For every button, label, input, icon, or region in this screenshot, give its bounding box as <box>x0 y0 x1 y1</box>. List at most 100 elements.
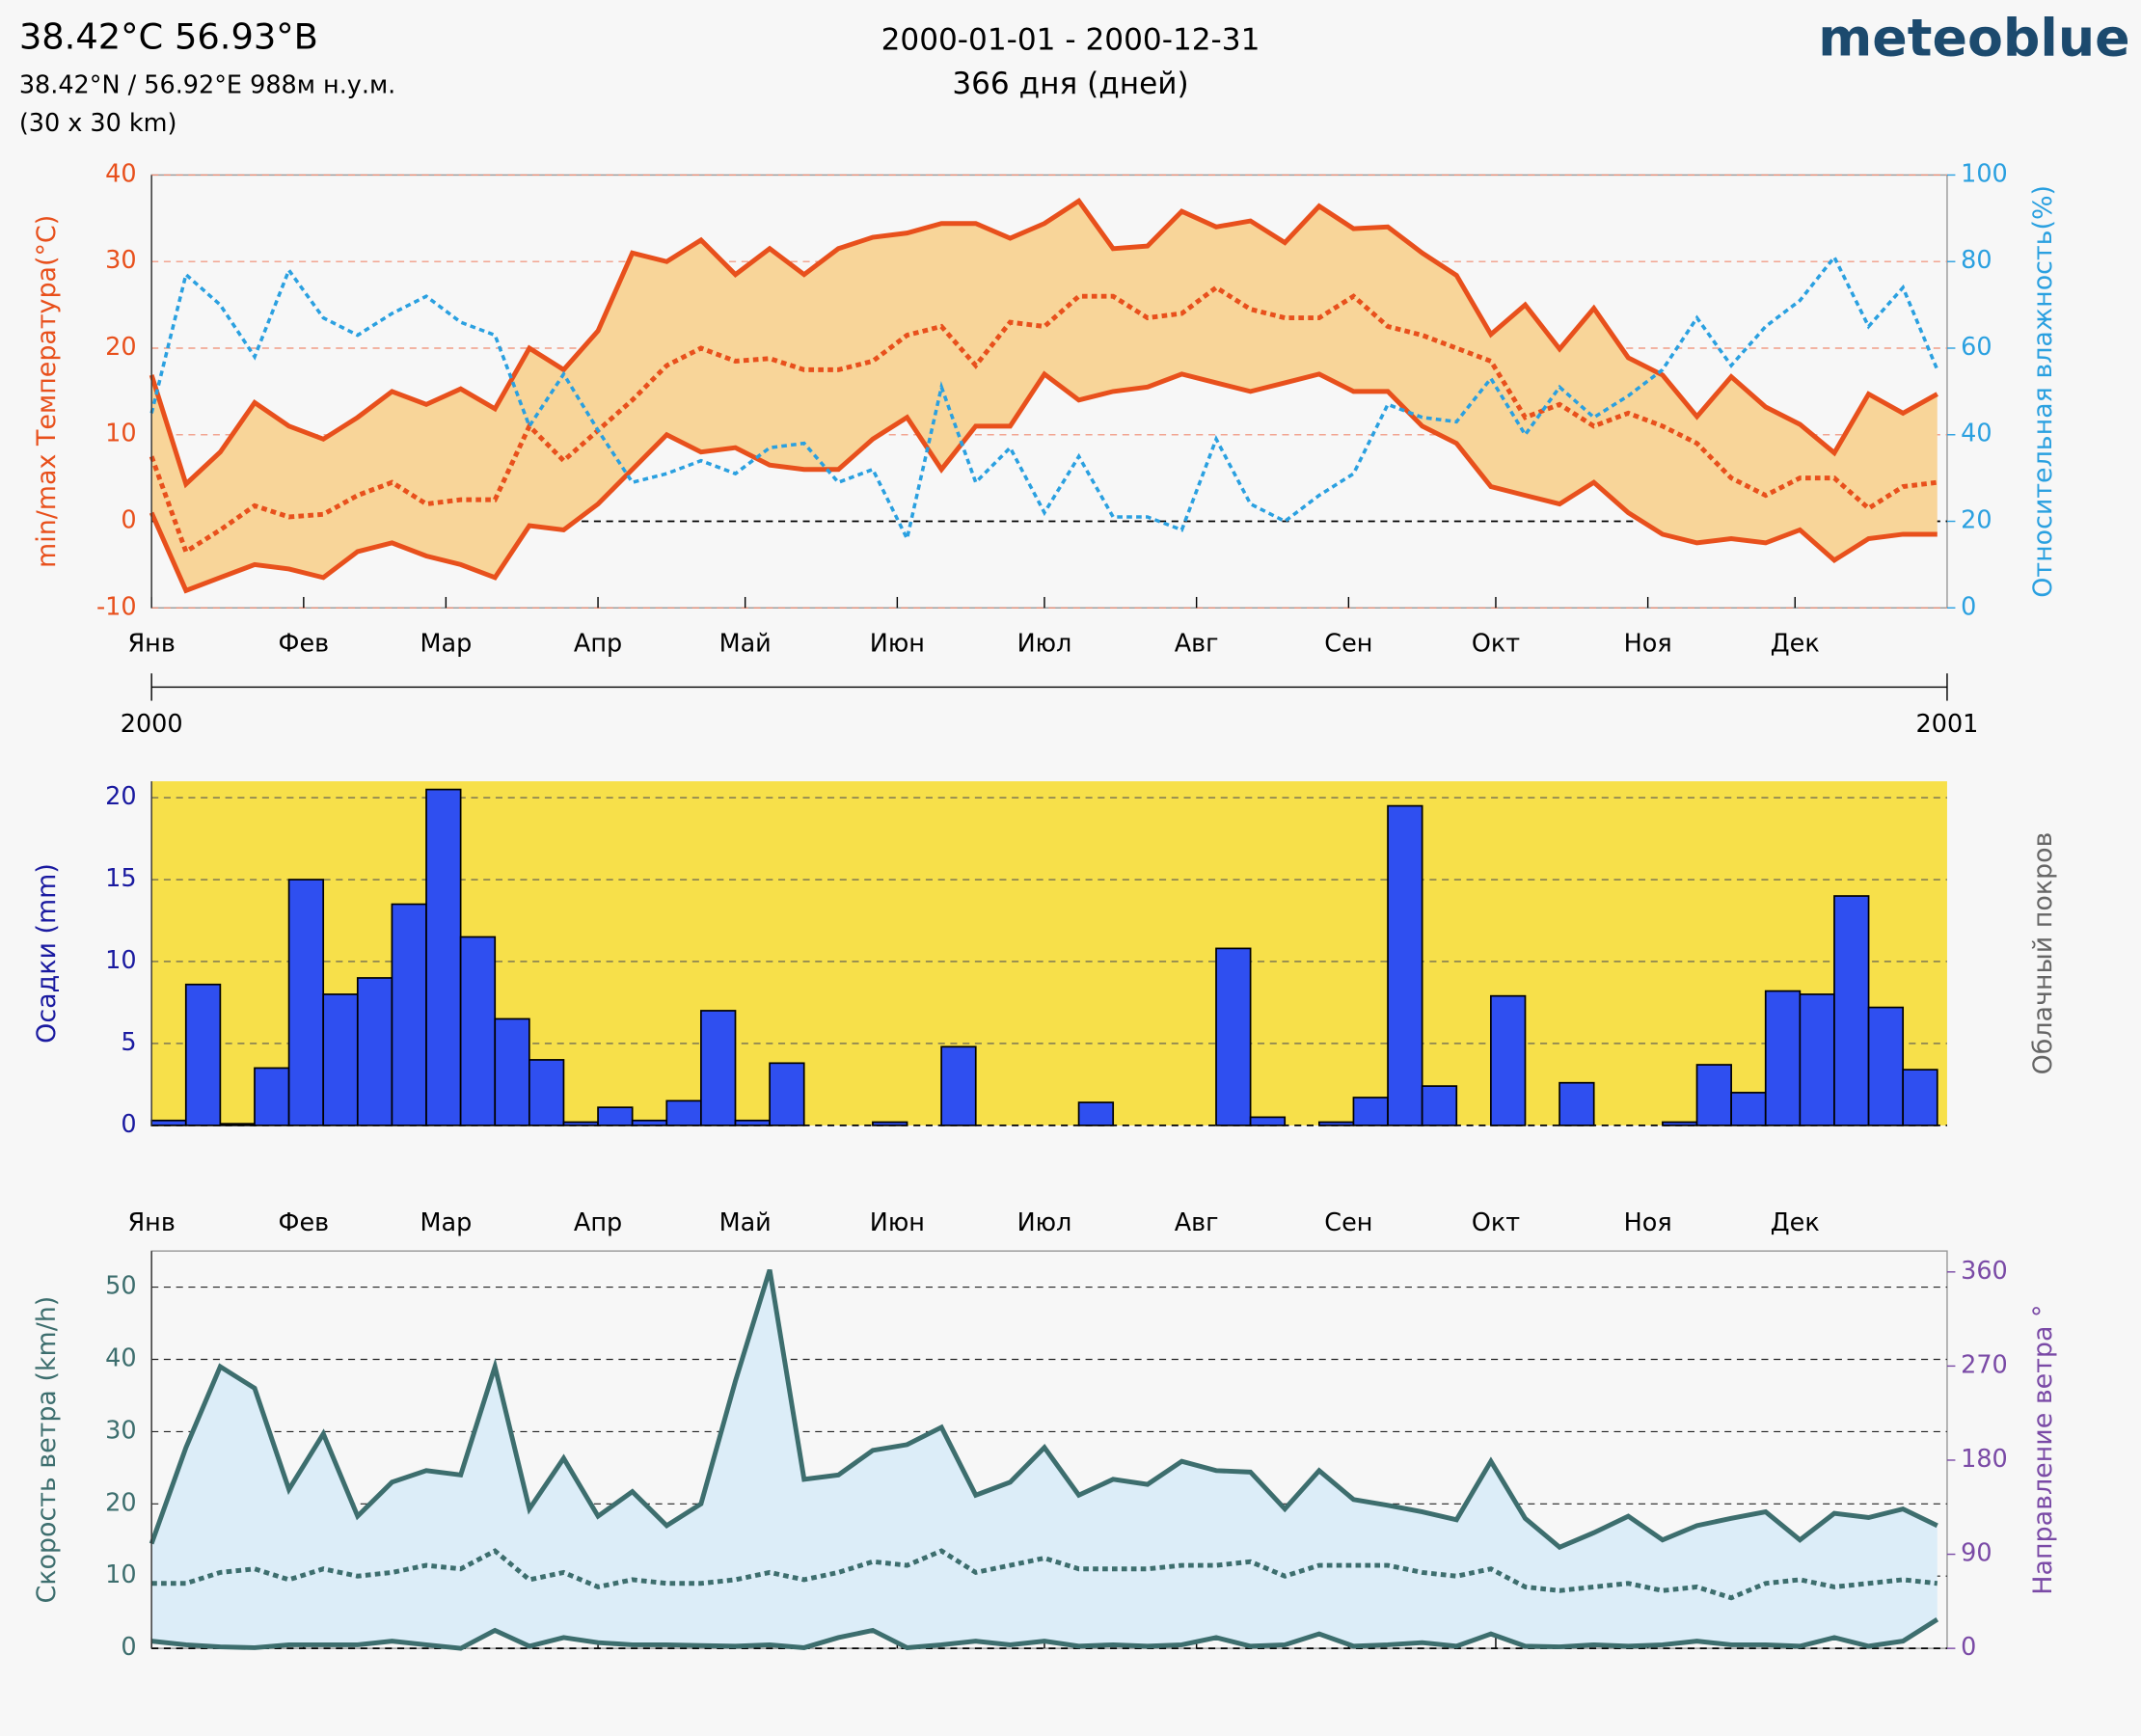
x-tick-label: Фев <box>279 630 330 659</box>
y-tick-label: 0 <box>121 1110 136 1139</box>
series-line <box>151 1548 1938 1601</box>
y-tick-label: 10 <box>105 420 136 448</box>
x-tick-label: Июн <box>870 1208 925 1237</box>
y2-tick-label: 0 <box>1961 1633 1976 1662</box>
precip-bar <box>665 1099 702 1126</box>
x-tick-label: Ноя <box>1624 1208 1672 1237</box>
x-tick-label: Мар <box>420 630 472 659</box>
coordinates: 38.42°N / 56.92°E 988м н.у.м. <box>19 70 395 99</box>
y2-tick-label: 100 <box>1961 159 2008 188</box>
y2-tick-label: 360 <box>1961 1257 2008 1286</box>
precip-bar <box>425 788 462 1126</box>
series-line <box>149 370 1938 594</box>
precip-bar <box>391 903 427 1126</box>
y-tick-label: 20 <box>105 333 136 362</box>
y-tick-label: 10 <box>105 1560 136 1589</box>
y-tick-label: 40 <box>105 159 136 188</box>
precip-bar <box>700 1010 737 1126</box>
precip-bar <box>150 1119 187 1126</box>
y2-tick-label: 40 <box>1961 420 1992 448</box>
day-count: 366 дня (дней) <box>952 67 1188 101</box>
precip-bar <box>459 936 497 1126</box>
precip-bar <box>254 1067 290 1126</box>
precip-bar <box>322 993 359 1126</box>
y2-tick-label: 270 <box>1961 1350 2008 1379</box>
x-tick-label: Фев <box>279 1208 330 1237</box>
precip-bar <box>1421 1085 1458 1126</box>
precip-bar <box>1249 1116 1287 1126</box>
y-tick-label: 0 <box>121 506 136 535</box>
y-tick-label: 40 <box>105 1344 136 1373</box>
y-axis-label: Скорость ветра (km/h) <box>32 1296 62 1604</box>
precip-bar <box>1215 947 1252 1126</box>
series-line <box>149 285 1938 556</box>
precip-bar <box>1352 1097 1389 1126</box>
precip-bar <box>769 1062 805 1126</box>
precip-bar <box>1077 1101 1115 1126</box>
y2-tick-label: 90 <box>1961 1539 1992 1568</box>
x-tick-label: Сен <box>1324 1208 1372 1237</box>
precip-bar <box>597 1106 634 1126</box>
x-tick-label: Июн <box>870 630 925 659</box>
x-tick-label: Апр <box>574 630 622 659</box>
y-tick-label: 20 <box>105 1488 136 1517</box>
x-tick-label: Ноя <box>1624 630 1672 659</box>
y-tick-label: -10 <box>96 592 137 621</box>
x-tick-label: Апр <box>574 1208 622 1237</box>
y2-axis-label: Направление ветра ° <box>2028 1305 2058 1595</box>
x-tick-label: Мар <box>420 1208 472 1237</box>
x-tick-label: Дек <box>1771 1208 1820 1237</box>
x-tick-label: Окт <box>1472 1208 1520 1237</box>
range-band <box>151 1269 1938 1649</box>
x-tick-label: Авг <box>1175 630 1219 659</box>
x-tick-label: Июл <box>1017 630 1072 659</box>
precip-bar <box>219 1123 256 1126</box>
x-tick-label: Янв <box>127 630 175 659</box>
precip-bar <box>1833 895 1870 1126</box>
precip-bar <box>1490 994 1527 1126</box>
y2-axis-label: Относительная влажность(%) <box>2028 185 2058 598</box>
precip-bar <box>872 1121 908 1126</box>
x-tick-label: Янв <box>127 1208 175 1237</box>
y2-tick-label: 20 <box>1961 506 1992 535</box>
x-tick-label: Дек <box>1771 630 1820 659</box>
precip-bar <box>631 1119 668 1126</box>
year-label: 2000 <box>121 710 183 739</box>
precip-bar <box>528 1059 565 1126</box>
precip-bar <box>562 1121 599 1126</box>
location-title: 38.42°C 56.93°B <box>19 15 318 57</box>
x-tick-label: Окт <box>1472 630 1520 659</box>
brand: meteoblue <box>1818 7 2129 68</box>
precip-bar <box>287 879 325 1126</box>
precip-bar <box>494 1017 530 1126</box>
resolution: (30 x 30 km) <box>19 109 177 138</box>
y-tick-label: 5 <box>121 1028 136 1057</box>
x-tick-label: Сен <box>1324 630 1372 659</box>
y-tick-label: 50 <box>105 1272 136 1301</box>
series-line <box>149 198 1938 489</box>
precip-bar <box>1867 1006 1905 1126</box>
y-tick-label: 10 <box>105 946 136 975</box>
x-tick-label: Май <box>719 630 772 659</box>
y-axis-label: min/max Температура(°C) <box>32 215 62 568</box>
precip-bar <box>1387 804 1423 1126</box>
y2-tick-label: 60 <box>1961 333 1992 362</box>
y2-tick-label: 180 <box>1961 1445 2008 1474</box>
series-line <box>149 254 1939 544</box>
x-tick-label: Май <box>719 1208 772 1237</box>
precip-bar <box>940 1045 977 1126</box>
x-tick-label: Июл <box>1017 1208 1072 1237</box>
y-tick-label: 20 <box>105 782 136 811</box>
precip-bar <box>1695 1064 1732 1126</box>
precip-bar <box>1902 1069 1938 1126</box>
precip-bar <box>1799 993 1835 1126</box>
precip-bar <box>1764 990 1802 1126</box>
y-tick-label: 30 <box>105 246 136 275</box>
series-line <box>149 1268 1938 1551</box>
y2-axis-label: Облачный покров <box>2028 832 2058 1075</box>
precip-bar <box>356 977 393 1126</box>
y-axis-label: Осадки (mm) <box>32 863 62 1044</box>
year-label: 2001 <box>1916 710 1979 739</box>
precip-bar <box>184 983 222 1126</box>
